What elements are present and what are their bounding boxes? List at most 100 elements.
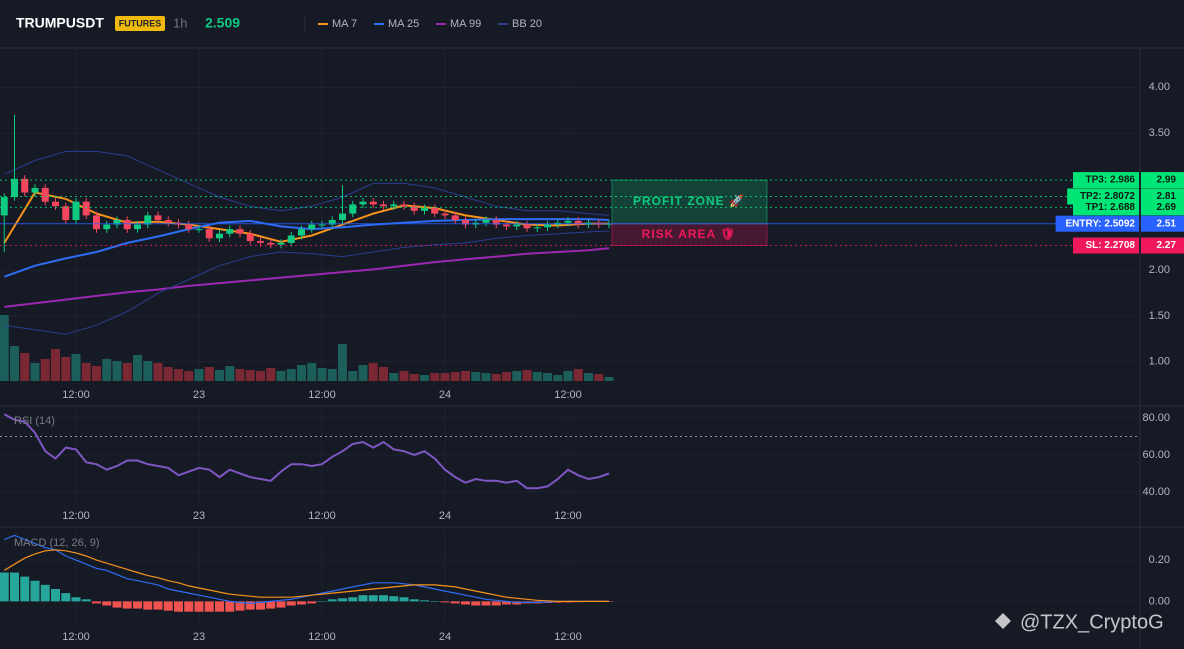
volume-bar: [563, 371, 573, 381]
volume-bar: [184, 371, 194, 381]
x-tick-label: 23: [193, 389, 205, 401]
histogram-bar: [204, 601, 214, 612]
x-tick-label: 12:00: [308, 631, 336, 643]
histogram-bar: [133, 601, 142, 609]
volume-bar: [420, 375, 429, 381]
histogram-bar: [461, 601, 470, 605]
y-tick-label: 4.00: [1149, 81, 1170, 93]
candle-body: [93, 215, 100, 230]
candle-body: [113, 219, 121, 225]
pane-title: RSI (14): [14, 415, 55, 427]
volume-bar: [245, 370, 255, 381]
candle-body: [236, 229, 244, 234]
x-tick-label: 12:00: [62, 631, 90, 643]
histogram-bar: [184, 601, 194, 612]
badge-bg: [115, 16, 165, 31]
volume-bar: [30, 363, 40, 381]
histogram-bar: [51, 588, 60, 602]
watermark-logo: [995, 613, 1011, 629]
candle-body: [421, 208, 428, 211]
volume-bar: [543, 373, 552, 381]
volume-bar: [163, 367, 173, 381]
histogram-bar: [317, 601, 327, 602]
histogram-bar: [71, 597, 81, 602]
histogram-bar: [245, 601, 255, 610]
volume-bar: [604, 377, 614, 381]
volume-bar: [194, 369, 204, 381]
y-tick-label: 0.00: [1149, 595, 1170, 607]
volume-bar: [102, 359, 112, 381]
x-tick-label: 12:00: [308, 510, 336, 522]
volume-bar: [92, 366, 101, 381]
volume-bar: [532, 372, 542, 381]
candle-body: [31, 187, 39, 193]
x-tick-label: 12:00: [308, 389, 336, 401]
candle-body: [349, 204, 357, 214]
x-tick-label: 24: [439, 389, 451, 401]
x-tick-label: 23: [193, 631, 205, 643]
candle-body: [287, 235, 295, 243]
interval: 1h: [173, 15, 187, 30]
x-tick-label: 12:00: [554, 631, 582, 643]
level-tag-label: TP3: 2.986: [1086, 175, 1136, 186]
axis-tag-label: 2.99: [1157, 175, 1177, 186]
volume-bar: [481, 373, 491, 381]
x-tick-label: 12:00: [554, 389, 582, 401]
legend-label: MA 25: [388, 18, 419, 30]
histogram-bar: [194, 601, 204, 612]
candle-body: [339, 213, 346, 220]
y-tick-label: 80.00: [1142, 412, 1170, 424]
x-tick-label: 12:00: [62, 510, 90, 522]
volume-bar: [143, 361, 153, 381]
candle-body: [257, 241, 264, 243]
volume-bar: [502, 372, 511, 381]
histogram-bar: [368, 595, 378, 602]
level-tag: [1073, 172, 1139, 189]
histogram-bar: [440, 601, 450, 603]
volume-bar: [71, 354, 81, 381]
candle-body: [390, 204, 398, 207]
volume-bar: [573, 369, 583, 381]
x-tick-label: 24: [439, 510, 451, 522]
volume-bar: [409, 374, 419, 381]
level-tag-label: TP2: 2.8072: [1080, 191, 1135, 202]
y-tick-label: 60.00: [1142, 449, 1170, 461]
candle-body: [400, 204, 408, 207]
candle-body: [462, 219, 469, 225]
level-tag: [1073, 199, 1139, 216]
candle-body: [523, 224, 531, 229]
candle-body: [492, 219, 500, 225]
volume-bar: [204, 367, 214, 381]
candle-body: [564, 220, 572, 223]
zone: [611, 179, 768, 225]
histogram-bar: [122, 601, 132, 609]
volume-bar: [491, 374, 501, 381]
candle-body: [82, 201, 90, 216]
histogram-bar: [256, 601, 265, 610]
candle-body: [369, 201, 377, 205]
candle-body: [298, 229, 305, 236]
candle-body: [123, 219, 131, 230]
volume-bar: [430, 373, 440, 381]
volume-bar: [348, 371, 358, 381]
rsi-line: [3, 413, 610, 490]
last-price: 2.509: [205, 15, 240, 31]
volume-bar: [379, 367, 388, 381]
volume-bar: [256, 371, 265, 381]
volume-bar: [553, 375, 563, 381]
axis-tag: [1141, 237, 1184, 254]
histogram-bar: [276, 601, 286, 608]
candle-body: [380, 204, 387, 207]
y-tick-label: 1.50: [1149, 310, 1170, 322]
candle-body: [503, 224, 510, 227]
volume-bar: [174, 369, 183, 381]
legend-label: MA 99: [450, 18, 481, 30]
candle-body: [195, 229, 203, 231]
histogram-bar: [379, 595, 388, 602]
volume-bar: [10, 346, 19, 381]
y-tick-label: 40.00: [1142, 486, 1170, 498]
histogram-bar: [327, 599, 337, 602]
indicator-line: [4, 150, 610, 216]
volume-bar: [61, 357, 71, 381]
